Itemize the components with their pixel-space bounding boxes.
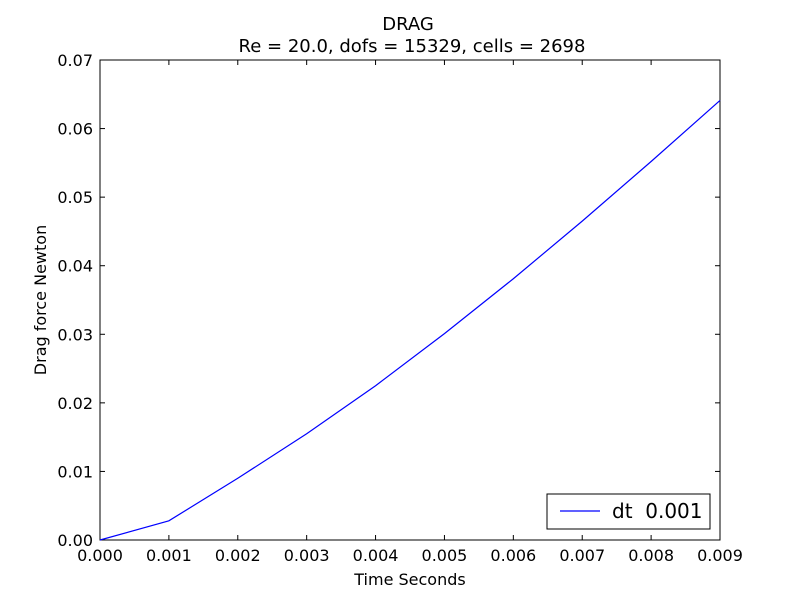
- x-tick-label: 0.005: [422, 546, 468, 565]
- x-tick-label: 0.003: [284, 546, 330, 565]
- series-line-dt-0-001: [99, 100, 721, 541]
- x-tick-label: 0.008: [628, 546, 674, 565]
- y-tick-label: 0.06: [57, 120, 93, 139]
- y-tick-label: 0.07: [57, 51, 93, 70]
- x-tick-label: 0.004: [353, 546, 399, 565]
- y-tick-label: 0.02: [57, 394, 93, 413]
- plot-area-frame: [99, 59, 721, 541]
- y-tick-label: 0.01: [57, 462, 93, 481]
- chart-subtitle: Re = 20.0, dofs = 15329, cells = 2698: [239, 36, 586, 57]
- x-tick-label: 0.000: [77, 546, 123, 565]
- x-tick-label: 0.001: [146, 546, 192, 565]
- y-axis-ticks: 0.00 0.01 0.02 0.03 0.04 0.05 0.06 0.07: [57, 51, 720, 550]
- x-axis-label: Time Seconds: [353, 570, 465, 589]
- y-tick-label: 0.03: [57, 325, 93, 344]
- y-tick-label: 0.05: [57, 188, 93, 207]
- y-axis-label: Drag force Newton: [31, 225, 50, 375]
- y-tick-label: 0.00: [57, 531, 93, 550]
- x-tick-label: 0.007: [559, 546, 605, 565]
- series-layer: [99, 100, 721, 541]
- x-axis-ticks: 0.000 0.001 0.002 0.003 0.004 0.005 0.006 0.007…: [77, 60, 743, 565]
- x-tick-label: 0.002: [215, 546, 261, 565]
- x-tick-label: 0.006: [490, 546, 536, 565]
- legend: dt 0.001: [546, 493, 711, 530]
- chart-title: DRAG: [382, 14, 434, 35]
- x-tick-label: 0.009: [697, 546, 743, 565]
- legend-entry-label: dt 0.001: [612, 499, 703, 523]
- y-tick-label: 0.04: [57, 257, 93, 276]
